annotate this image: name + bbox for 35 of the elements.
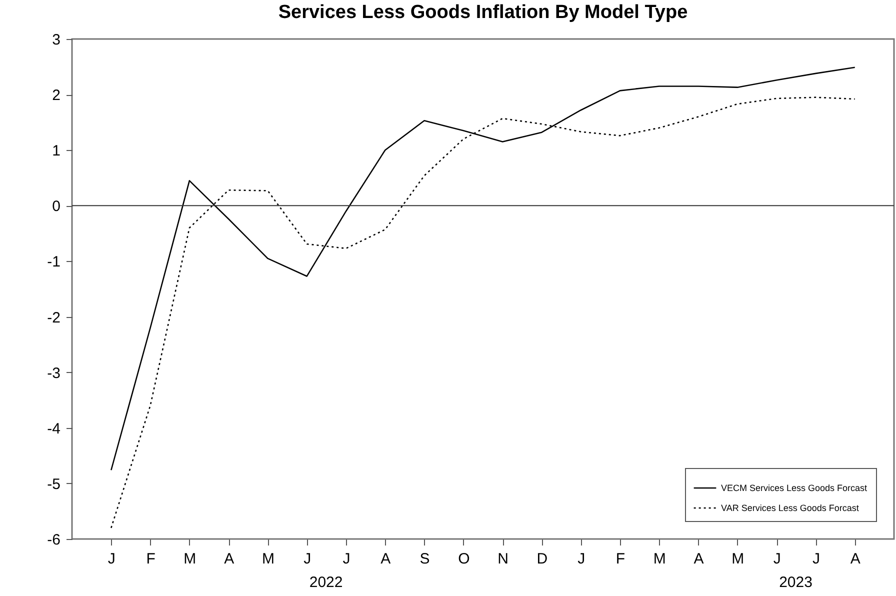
x-tick-label: D	[536, 550, 548, 568]
x-tick-label: S	[420, 550, 430, 568]
x-tick-label: A	[380, 550, 391, 568]
x-tick-label: F	[616, 550, 626, 568]
x-tick-label: M	[262, 550, 274, 568]
x-tick-label: N	[498, 550, 508, 568]
x-tick-label: J	[108, 550, 116, 568]
y-tick-label: 1	[52, 142, 60, 160]
text: 2023	[779, 574, 812, 591]
y-tick-label: -3	[47, 364, 60, 382]
x-tick-label: J	[578, 550, 586, 568]
x-tick-label: J	[773, 550, 781, 568]
y-tick-label: -5	[47, 476, 60, 493]
x-tick-label: O	[458, 550, 470, 568]
x-tick-label: M	[732, 550, 744, 568]
y-tick-label: 2	[52, 87, 60, 104]
y-tick-label: -1	[47, 254, 60, 271]
x-tick-label: A	[224, 550, 234, 568]
chart-title: Services Less Goods Inflation By Model Type	[278, 2, 688, 23]
y-tick-label: 0	[52, 198, 60, 216]
y-tick-label: 3	[52, 32, 60, 48]
text: 2022	[309, 574, 343, 591]
x-tick-label: A	[850, 550, 860, 568]
x-tick-label: J	[342, 550, 350, 568]
x-tick-label: F	[146, 550, 156, 568]
x-tick-label: A	[694, 550, 704, 568]
legend-label: VAR Services Less Goods Forcast	[721, 503, 860, 513]
legend-label: VECM Services Less Goods Forcast	[721, 483, 868, 493]
x-tick-label: M	[184, 550, 196, 568]
x-tick-label: M	[653, 550, 666, 568]
x-tick-label: J	[304, 550, 312, 568]
y-tick-label: -4	[47, 420, 60, 438]
y-tick-label: -6	[47, 532, 60, 548]
y-tick-label: -2	[47, 309, 60, 326]
x-tick-label: J	[812, 550, 820, 568]
